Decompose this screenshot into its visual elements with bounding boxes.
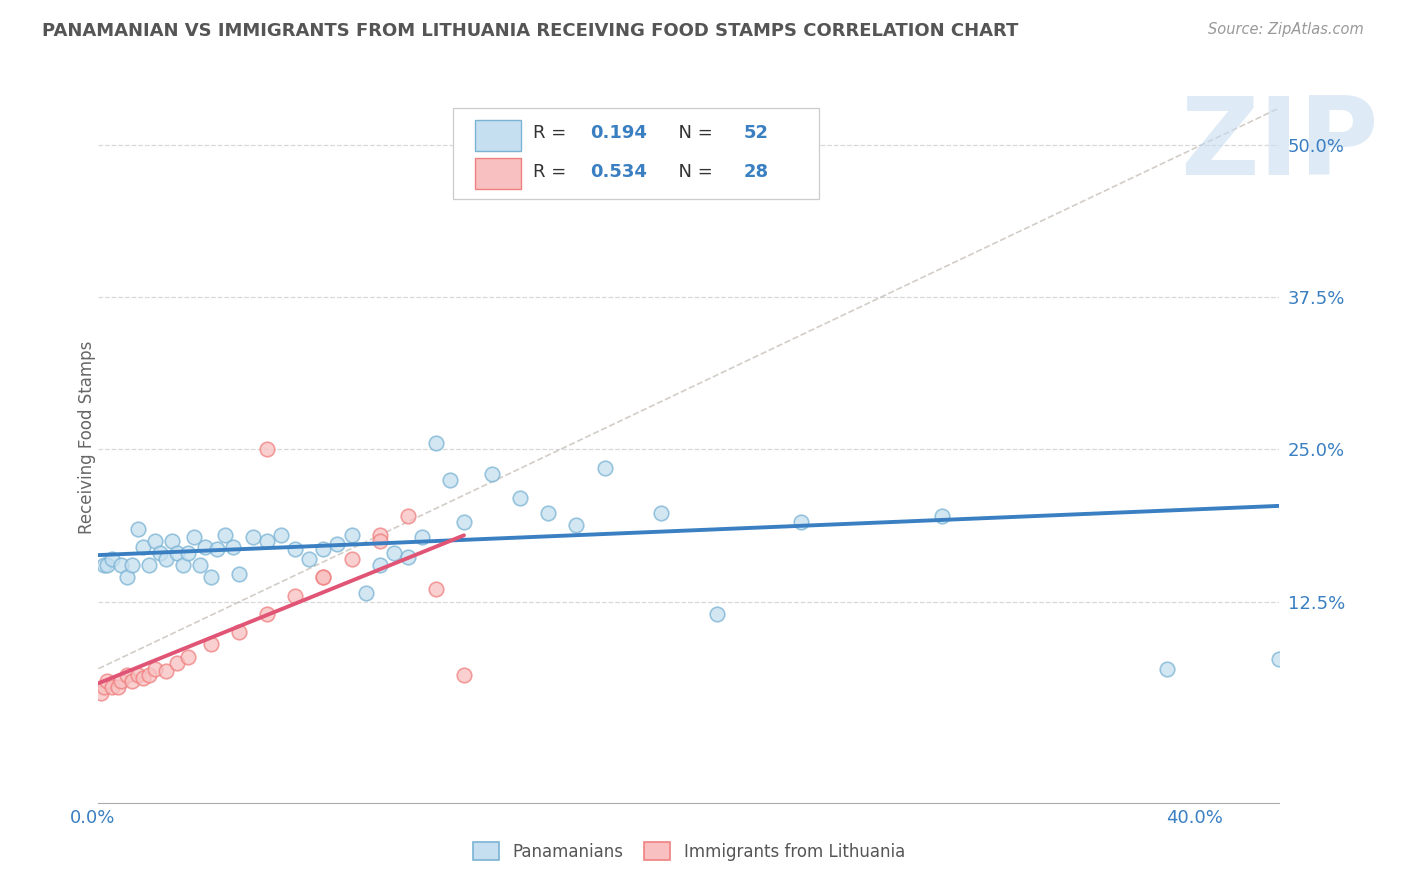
Point [425, 436, 447, 450]
Point [1156, 662, 1178, 676]
FancyBboxPatch shape [475, 158, 522, 189]
Point [138, 667, 160, 681]
Point [188, 558, 211, 573]
Point [1268, 652, 1291, 666]
FancyBboxPatch shape [475, 120, 522, 151]
Point [312, 570, 335, 584]
Point [439, 473, 461, 487]
Point [166, 546, 188, 560]
Point [194, 540, 217, 554]
Point [132, 672, 155, 686]
Text: 28: 28 [744, 163, 769, 181]
Point [107, 680, 129, 694]
Point [110, 558, 132, 573]
Point [121, 673, 143, 688]
Point [138, 558, 160, 573]
Point [200, 637, 222, 651]
Point [368, 533, 391, 548]
Text: 0.194: 0.194 [589, 125, 647, 143]
Point [177, 546, 200, 560]
Point [396, 549, 419, 564]
Point [453, 516, 475, 530]
Point [183, 530, 205, 544]
Text: 52: 52 [744, 125, 768, 143]
Text: R =: R = [533, 125, 572, 143]
Point [115, 570, 138, 584]
Point [228, 566, 250, 581]
Point [270, 527, 292, 541]
Point [312, 570, 335, 584]
Point [121, 558, 143, 573]
Point [200, 570, 222, 584]
Point [340, 552, 363, 566]
Point [127, 667, 149, 681]
Y-axis label: Receiving Food Stamps: Receiving Food Stamps [79, 341, 96, 533]
Text: 0.534: 0.534 [589, 163, 647, 181]
Point [205, 542, 228, 557]
Point [228, 625, 250, 640]
Point [509, 491, 531, 505]
Point [396, 509, 419, 524]
Point [790, 516, 813, 530]
Point [340, 527, 363, 541]
Point [172, 558, 194, 573]
Point [90, 686, 112, 700]
Point [160, 533, 183, 548]
Point [382, 546, 405, 560]
Point [96, 673, 118, 688]
Point [149, 546, 172, 560]
Point [565, 517, 588, 532]
Point [411, 530, 433, 544]
Point [368, 558, 391, 573]
Text: 0.0%: 0.0% [70, 809, 115, 827]
Point [284, 542, 307, 557]
FancyBboxPatch shape [453, 108, 818, 200]
Point [284, 589, 307, 603]
Point [481, 467, 503, 481]
Point [256, 607, 278, 621]
Point [101, 552, 124, 566]
Point [453, 667, 475, 681]
Point [537, 506, 560, 520]
Point [93, 558, 115, 573]
Point [368, 527, 391, 541]
Point [312, 542, 335, 557]
Text: 40.0%: 40.0% [1167, 809, 1223, 827]
Text: N =: N = [666, 163, 718, 181]
Point [93, 680, 115, 694]
Point [132, 540, 155, 554]
Point [155, 552, 177, 566]
Point [242, 530, 264, 544]
Point [650, 506, 672, 520]
Point [593, 460, 616, 475]
Text: PANAMANIAN VS IMMIGRANTS FROM LITHUANIA RECEIVING FOOD STAMPS CORRELATION CHART: PANAMANIAN VS IMMIGRANTS FROM LITHUANIA … [42, 22, 1018, 40]
Point [155, 664, 177, 678]
Point [425, 582, 447, 597]
Text: N =: N = [666, 125, 718, 143]
Point [143, 533, 166, 548]
Text: Source: ZipAtlas.com: Source: ZipAtlas.com [1208, 22, 1364, 37]
Point [298, 552, 321, 566]
Point [177, 649, 200, 664]
Point [256, 533, 278, 548]
Point [326, 537, 349, 551]
Point [931, 509, 953, 524]
Point [115, 667, 138, 681]
Point [166, 656, 188, 670]
Legend: Panamanians, Immigrants from Lithuania: Panamanians, Immigrants from Lithuania [467, 836, 911, 868]
Point [354, 586, 377, 600]
Point [706, 607, 728, 621]
Point [101, 680, 124, 694]
Point [222, 540, 245, 554]
Point [110, 673, 132, 688]
Point [256, 442, 278, 457]
Text: ZIP: ZIP [1180, 92, 1379, 197]
Point [96, 558, 118, 573]
Point [143, 662, 166, 676]
Point [127, 521, 149, 535]
Text: R =: R = [533, 163, 572, 181]
Point [214, 527, 236, 541]
